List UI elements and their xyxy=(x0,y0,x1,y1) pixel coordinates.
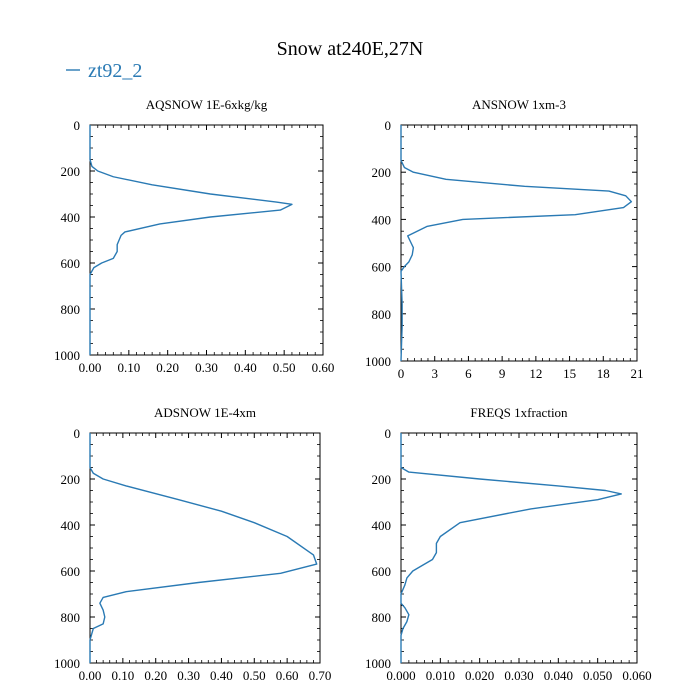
figure-title: Snow at240E,27N xyxy=(277,38,424,60)
panel-title: ANSNOW 1xm-3 xyxy=(472,97,566,112)
x-tick-label: 0.040 xyxy=(544,668,573,683)
y-tick-label: 800 xyxy=(372,307,392,322)
y-tick-label: 1000 xyxy=(54,656,80,671)
legend-label: zt92_2 xyxy=(88,60,142,82)
panel-4: FREQS 1xfraction 0.000 0.010 0.020 0.030 0.04… xyxy=(365,405,652,683)
y-tick-label: 400 xyxy=(372,518,392,533)
x-tick-label: 0.40 xyxy=(210,668,233,683)
x-tick-label: 0.60 xyxy=(276,668,299,683)
series-line-zt92_2 xyxy=(400,125,633,362)
x-tick-label: 0.60 xyxy=(312,360,335,375)
y-tick-label: 200 xyxy=(61,164,81,179)
y-tick-label: 0 xyxy=(74,118,81,133)
y-tick-label: 400 xyxy=(372,212,392,227)
panel-title: AQSNOW 1E-6xkg/kg xyxy=(146,97,268,112)
y-tick-label: 1000 xyxy=(54,348,80,363)
y-tick-label: 0 xyxy=(385,118,392,133)
panel-1: AQSNOW 1E-6xkg/kg 0.00 0.10 0.20 0.30 0.40 0.5… xyxy=(54,97,334,375)
y-tick-label: 200 xyxy=(372,165,392,180)
x-tick-label: 0.30 xyxy=(177,668,200,683)
x-tick-label: 0.000 xyxy=(386,668,415,683)
x-tick-label: 0.50 xyxy=(273,360,296,375)
x-tick-label: 12 xyxy=(529,366,542,381)
x-tick-label: 0.30 xyxy=(195,360,218,375)
x-tick-label: 9 xyxy=(499,366,506,381)
x-tick-label: 0.20 xyxy=(156,360,179,375)
x-tick-label: 0.030 xyxy=(504,668,533,683)
x-tick-label: 0.40 xyxy=(234,360,257,375)
x-tick-label: 18 xyxy=(597,366,610,381)
y-tick-label: 200 xyxy=(61,472,81,487)
y-tick-label: 600 xyxy=(372,260,392,275)
panel-title: ADSNOW 1E-4xm xyxy=(154,405,256,420)
x-tick-label: 0.20 xyxy=(144,668,167,683)
panels: AQSNOW 1E-6xkg/kg 0.00 0.10 0.20 0.30 0.40 0.5… xyxy=(54,97,652,683)
panel-title: FREQS 1xfraction xyxy=(470,405,568,420)
x-tick-label: 21 xyxy=(631,366,644,381)
x-tick-label: 0.10 xyxy=(117,360,140,375)
x-tick-label: 0.00 xyxy=(79,360,102,375)
x-tick-label: 0 xyxy=(398,366,405,381)
x-tick-label: 0.50 xyxy=(243,668,266,683)
x-tick-label: 0.70 xyxy=(309,668,332,683)
y-tick-label: 600 xyxy=(61,256,81,271)
y-tick-label: 600 xyxy=(61,564,81,579)
x-tick-label: 3 xyxy=(431,366,438,381)
y-tick-label: 0 xyxy=(74,426,81,441)
x-tick-label: 0.020 xyxy=(465,668,494,683)
x-tick-label: 15 xyxy=(563,366,576,381)
y-tick-label: 0 xyxy=(385,426,392,441)
legend: zt92_2 xyxy=(66,60,142,82)
y-tick-label: 400 xyxy=(61,518,81,533)
y-tick-label: 1000 xyxy=(365,656,391,671)
panel-3: ADSNOW 1E-4xm 0.00 0.10 0.20 0.30 0.40 0.50 0.6… xyxy=(54,405,331,683)
x-tick-label: 0.050 xyxy=(583,668,612,683)
y-tick-label: 800 xyxy=(61,302,81,317)
series-line-zt92_2 xyxy=(400,433,622,663)
y-tick-label: 600 xyxy=(372,564,392,579)
x-tick-label: 0.010 xyxy=(426,668,455,683)
panel-2: ANSNOW 1xm-3 0 3 6 9 12 15 18 21 0 200 400 600 800 100… xyxy=(365,97,644,381)
y-tick-label: 400 xyxy=(61,210,81,225)
x-tick-label: 0.00 xyxy=(79,668,102,683)
series-line-zt92_2 xyxy=(89,125,293,355)
y-tick-label: 800 xyxy=(372,610,392,625)
y-tick-label: 800 xyxy=(61,610,81,625)
y-tick-label: 200 xyxy=(372,472,392,487)
y-tick-label: 1000 xyxy=(365,354,391,369)
x-tick-label: 0.10 xyxy=(111,668,134,683)
x-tick-label: 0.060 xyxy=(622,668,651,683)
series-line-zt92_2 xyxy=(89,433,318,663)
x-tick-label: 6 xyxy=(465,366,472,381)
